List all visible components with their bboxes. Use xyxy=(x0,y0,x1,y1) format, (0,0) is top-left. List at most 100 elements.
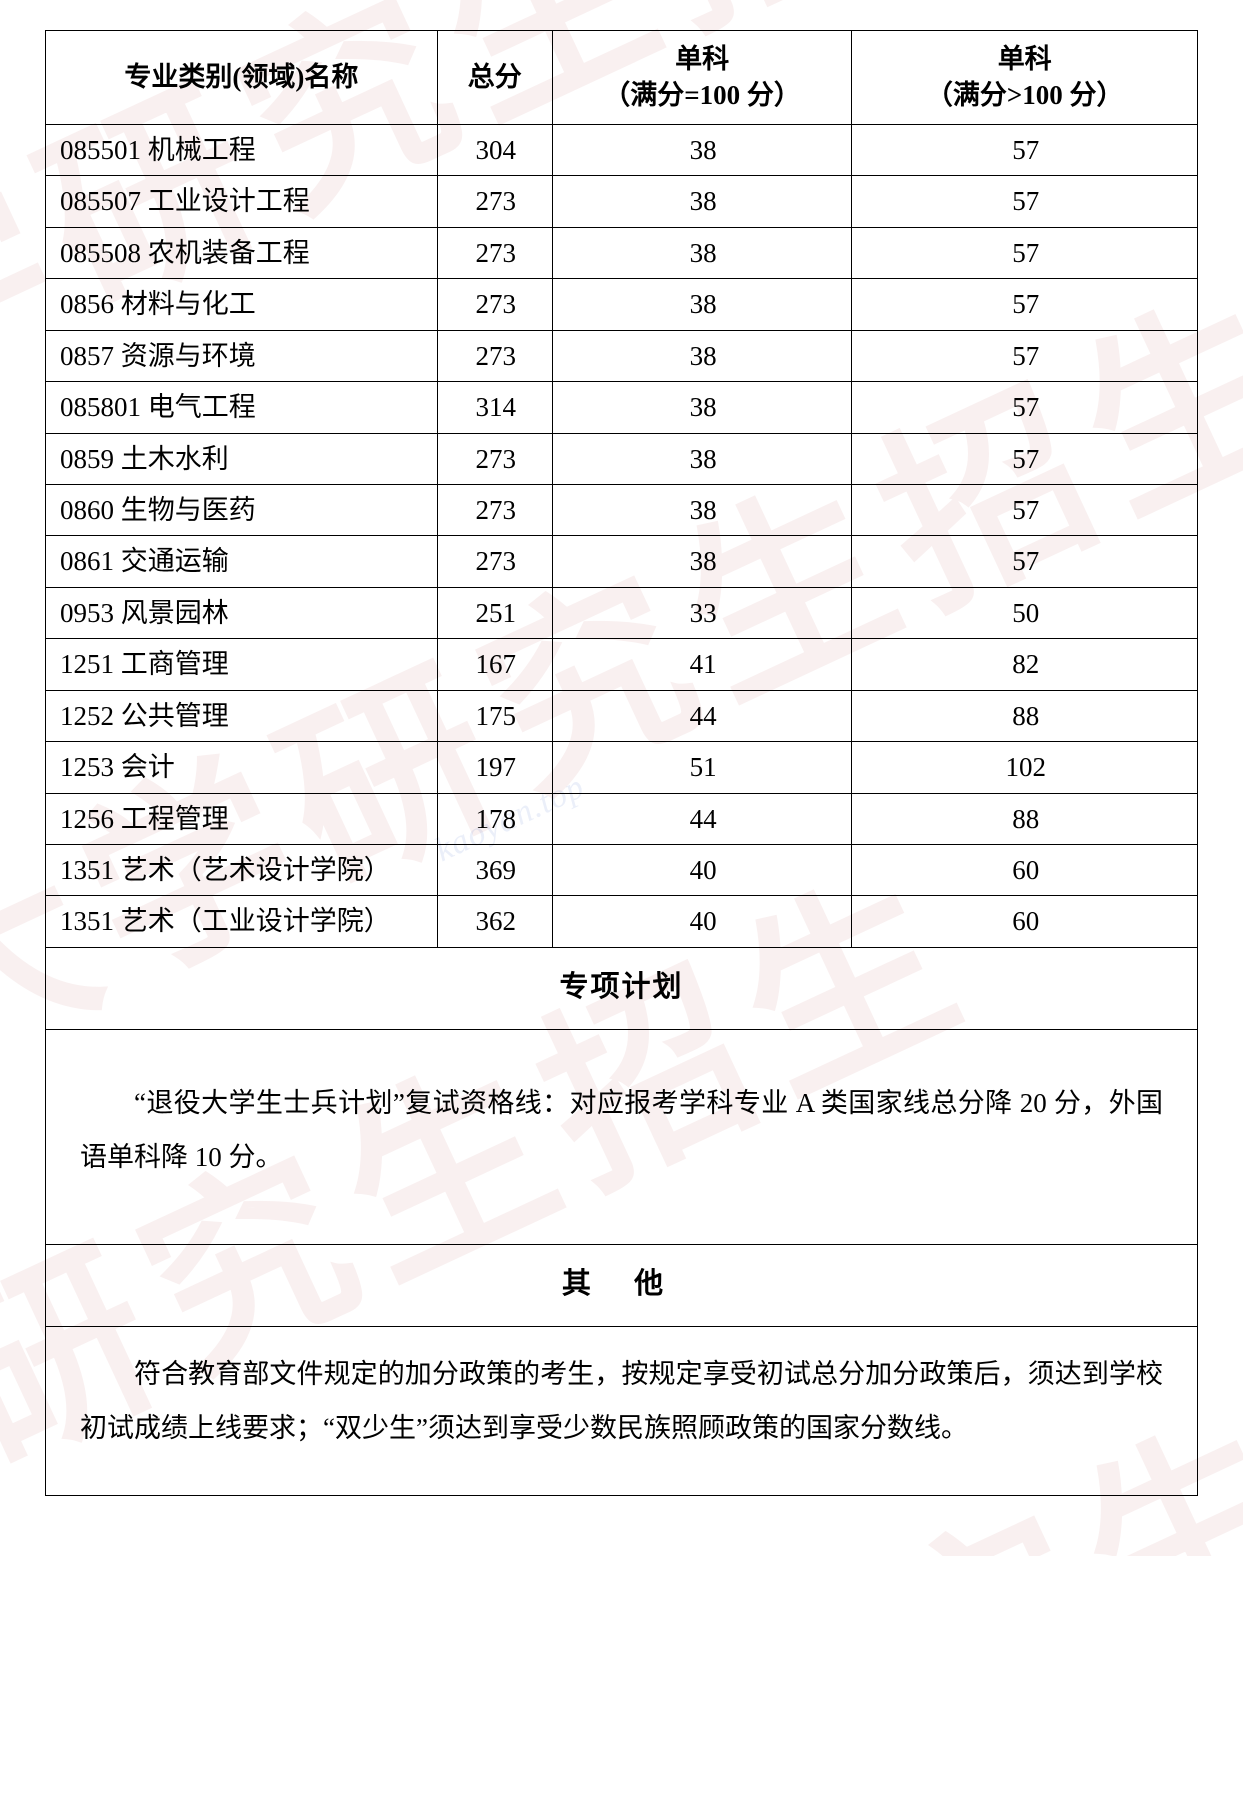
col-header-total: 总分 xyxy=(437,31,552,125)
cell-s2: 57 xyxy=(852,433,1198,484)
cell-s1: 40 xyxy=(552,896,852,947)
cell-name: 085801 电气工程 xyxy=(46,382,438,433)
table-row: 0856 材料与化工2733857 xyxy=(46,279,1198,330)
score-table: 专业类别(领域)名称 总分 单科（满分=100 分） 单科（满分>100 分） … xyxy=(45,30,1198,1496)
cell-total: 304 xyxy=(437,124,552,175)
table-row: 1252 公共管理1754488 xyxy=(46,690,1198,741)
cell-s2: 57 xyxy=(852,382,1198,433)
cell-s2: 102 xyxy=(852,742,1198,793)
cell-s1: 33 xyxy=(552,587,852,638)
cell-s1: 40 xyxy=(552,845,852,896)
cell-s2: 57 xyxy=(852,484,1198,535)
section-title-other: 其 他 xyxy=(46,1245,1198,1327)
cell-s1: 38 xyxy=(552,484,852,535)
table-row: 1256 工程管理1784488 xyxy=(46,793,1198,844)
section-body-special-plan: “退役大学生士兵计划”复试资格线：对应报考学科专业 A 类国家线总分降 20 分… xyxy=(46,1030,1198,1245)
cell-name: 0856 材料与化工 xyxy=(46,279,438,330)
cell-s2: 57 xyxy=(852,330,1198,381)
table-row: 1251 工商管理1674182 xyxy=(46,639,1198,690)
cell-s1: 38 xyxy=(552,382,852,433)
col-header-name: 专业类别(领域)名称 xyxy=(46,31,438,125)
col-header-s2-line1: 单科 xyxy=(998,44,1052,74)
cell-name: 1252 公共管理 xyxy=(46,690,438,741)
cell-s2: 57 xyxy=(852,279,1198,330)
col-header-s1: 单科 （满分=100 分） xyxy=(552,31,852,125)
cell-s1: 44 xyxy=(552,690,852,741)
cell-s2: 57 xyxy=(852,536,1198,587)
cell-total: 273 xyxy=(437,330,552,381)
cell-s1: 44 xyxy=(552,793,852,844)
col-header-s2-line2: （满分>100 分） xyxy=(926,80,1124,110)
section-title-special-plan: 专项计划 xyxy=(46,947,1198,1029)
cell-s2: 60 xyxy=(852,896,1198,947)
cell-name: 0860 生物与医药 xyxy=(46,484,438,535)
cell-s1: 38 xyxy=(552,330,852,381)
table-row: 085801 电气工程3143857 xyxy=(46,382,1198,433)
cell-s1: 51 xyxy=(552,742,852,793)
cell-s2: 60 xyxy=(852,845,1198,896)
cell-total: 273 xyxy=(437,433,552,484)
cell-s1: 38 xyxy=(552,433,852,484)
table-row: 085501 机械工程3043857 xyxy=(46,124,1198,175)
special-plan-paragraph: “退役大学生士兵计划”复试资格线：对应报考学科专业 A 类国家线总分降 20 分… xyxy=(80,1076,1163,1184)
cell-s1: 38 xyxy=(552,227,852,278)
cell-s2: 57 xyxy=(852,227,1198,278)
table-row: 1351 艺术（艺术设计学院）3694060 xyxy=(46,845,1198,896)
table-row: 1351 艺术（工业设计学院）3624060 xyxy=(46,896,1198,947)
cell-name: 1256 工程管理 xyxy=(46,793,438,844)
section-body-cell: “退役大学生士兵计划”复试资格线：对应报考学科专业 A 类国家线总分降 20 分… xyxy=(46,1030,1198,1245)
col-header-s1-line1: 单科 xyxy=(675,44,729,74)
cell-name: 085507 工业设计工程 xyxy=(46,176,438,227)
cell-name: 0861 交通运输 xyxy=(46,536,438,587)
cell-total: 362 xyxy=(437,896,552,947)
cell-total: 251 xyxy=(437,587,552,638)
table-row: 0859 土木水利2733857 xyxy=(46,433,1198,484)
cell-s2: 88 xyxy=(852,690,1198,741)
cell-s2: 88 xyxy=(852,793,1198,844)
cell-name: 1251 工商管理 xyxy=(46,639,438,690)
cell-total: 273 xyxy=(437,536,552,587)
table-row: 0860 生物与医药2733857 xyxy=(46,484,1198,535)
cell-name: 0859 土木水利 xyxy=(46,433,438,484)
col-header-s2: 单科 （满分>100 分） xyxy=(852,31,1198,125)
cell-name: 1351 艺术（艺术设计学院） xyxy=(46,845,438,896)
table-row: 0861 交通运输2733857 xyxy=(46,536,1198,587)
table-header-row: 专业类别(领域)名称 总分 单科 （满分=100 分） 单科 （满分>100 分） xyxy=(46,31,1198,125)
cell-s2: 50 xyxy=(852,587,1198,638)
table-row: 1253 会计19751102 xyxy=(46,742,1198,793)
cell-total: 273 xyxy=(437,484,552,535)
cell-name: 0857 资源与环境 xyxy=(46,330,438,381)
section-title-text: 其 他 xyxy=(46,1245,1198,1327)
cell-name: 0953 风景园林 xyxy=(46,587,438,638)
cell-s1: 41 xyxy=(552,639,852,690)
cell-s1: 38 xyxy=(552,279,852,330)
table-row: 0953 风景园林2513350 xyxy=(46,587,1198,638)
table-row: 085508 农机装备工程2733857 xyxy=(46,227,1198,278)
cell-s2: 57 xyxy=(852,124,1198,175)
cell-name: 1253 会计 xyxy=(46,742,438,793)
cell-total: 369 xyxy=(437,845,552,896)
cell-name: 1351 艺术（工业设计学院） xyxy=(46,896,438,947)
cell-s2: 82 xyxy=(852,639,1198,690)
cell-total: 178 xyxy=(437,793,552,844)
page-content: 专业类别(领域)名称 总分 单科（满分=100 分） 单科（满分>100 分） … xyxy=(45,30,1198,1496)
section-title-text: 专项计划 xyxy=(46,947,1198,1029)
cell-s1: 38 xyxy=(552,124,852,175)
col-header-s1-line2: （满分=100 分） xyxy=(603,80,801,110)
cell-s2: 57 xyxy=(852,176,1198,227)
cell-name: 085501 机械工程 xyxy=(46,124,438,175)
cell-name: 085508 农机装备工程 xyxy=(46,227,438,278)
cell-total: 273 xyxy=(437,227,552,278)
cell-total: 197 xyxy=(437,742,552,793)
table-row: 0857 资源与环境2733857 xyxy=(46,330,1198,381)
cell-total: 314 xyxy=(437,382,552,433)
cell-total: 175 xyxy=(437,690,552,741)
table-row: 085507 工业设计工程2733857 xyxy=(46,176,1198,227)
cell-total: 273 xyxy=(437,176,552,227)
other-paragraph: 符合教育部文件规定的加分政策的考生，按规定享受初试总分加分政策后，须达到学校初试… xyxy=(80,1347,1163,1455)
section-body-cell: 符合教育部文件规定的加分政策的考生，按规定享受初试总分加分政策后，须达到学校初试… xyxy=(46,1327,1198,1496)
cell-total: 273 xyxy=(437,279,552,330)
cell-s1: 38 xyxy=(552,536,852,587)
cell-total: 167 xyxy=(437,639,552,690)
section-body-other: 符合教育部文件规定的加分政策的考生，按规定享受初试总分加分政策后，须达到学校初试… xyxy=(46,1327,1198,1496)
